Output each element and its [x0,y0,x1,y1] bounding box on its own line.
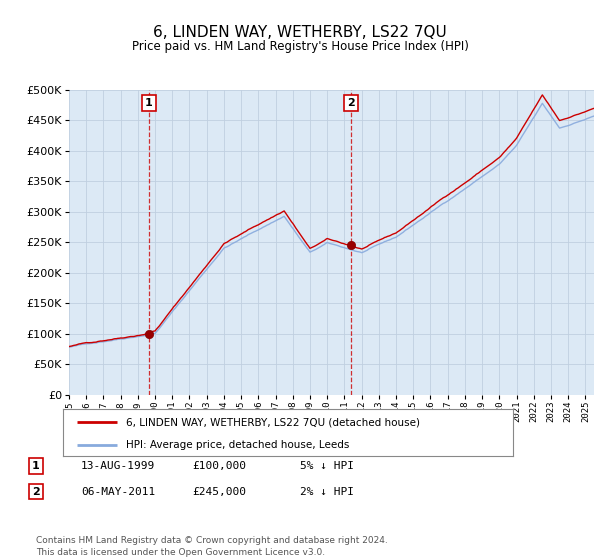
Text: 2: 2 [32,487,40,497]
Text: 5% ↓ HPI: 5% ↓ HPI [300,461,354,471]
Text: 1: 1 [32,461,40,471]
Text: 6, LINDEN WAY, WETHERBY, LS22 7QU: 6, LINDEN WAY, WETHERBY, LS22 7QU [153,25,447,40]
Text: Contains HM Land Registry data © Crown copyright and database right 2024.
This d: Contains HM Land Registry data © Crown c… [36,536,388,557]
Text: £245,000: £245,000 [192,487,246,497]
Text: 2: 2 [347,98,355,108]
Text: 1: 1 [145,98,152,108]
Text: HPI: Average price, detached house, Leeds: HPI: Average price, detached house, Leed… [126,440,349,450]
Text: £100,000: £100,000 [192,461,246,471]
Text: 6, LINDEN WAY, WETHERBY, LS22 7QU (detached house): 6, LINDEN WAY, WETHERBY, LS22 7QU (detac… [126,417,420,427]
Text: Price paid vs. HM Land Registry's House Price Index (HPI): Price paid vs. HM Land Registry's House … [131,40,469,53]
Text: 06-MAY-2011: 06-MAY-2011 [81,487,155,497]
Text: 2% ↓ HPI: 2% ↓ HPI [300,487,354,497]
Text: 13-AUG-1999: 13-AUG-1999 [81,461,155,471]
